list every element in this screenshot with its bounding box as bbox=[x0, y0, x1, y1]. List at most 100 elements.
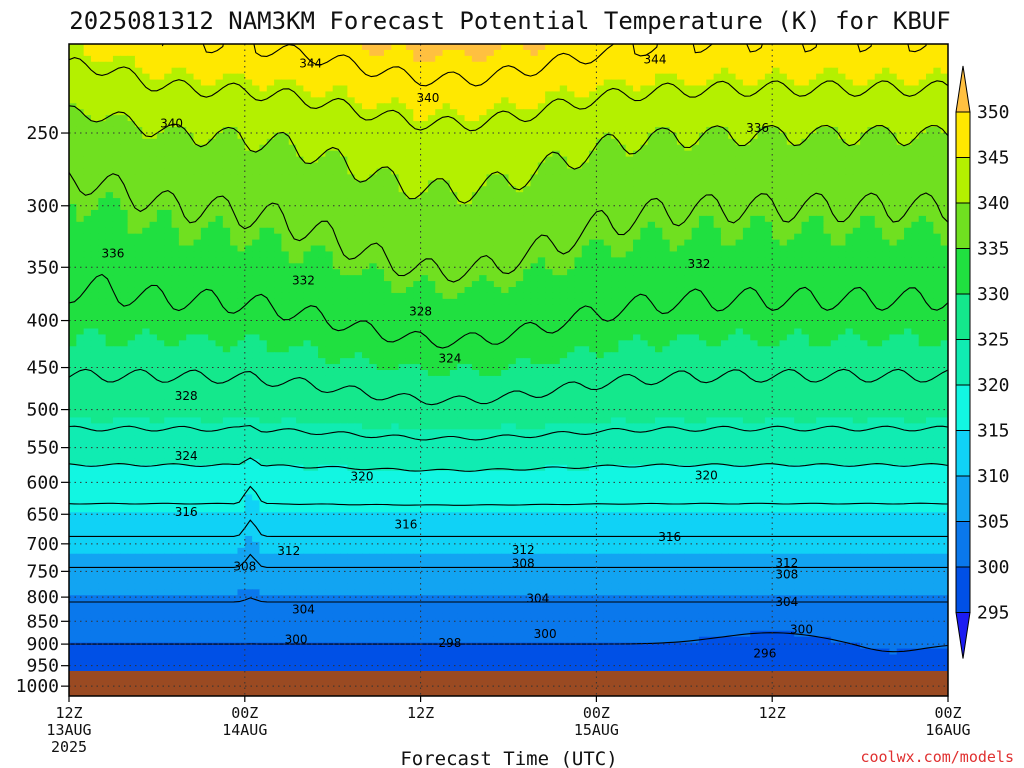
theta-cell bbox=[852, 73, 861, 81]
theta-cell bbox=[120, 103, 129, 110]
theta-cell bbox=[332, 227, 341, 235]
theta-cell bbox=[720, 275, 729, 282]
theta-cell bbox=[142, 251, 151, 258]
theta-cell bbox=[838, 55, 847, 63]
theta-cell bbox=[112, 174, 121, 181]
theta-cell bbox=[508, 103, 517, 110]
theta-cell bbox=[515, 269, 524, 276]
theta-cell bbox=[735, 73, 744, 81]
theta-cell bbox=[200, 233, 209, 241]
theta-cell bbox=[501, 281, 510, 288]
theta-cell bbox=[684, 85, 693, 93]
theta-cell bbox=[713, 239, 722, 247]
theta-cell bbox=[742, 162, 751, 170]
theta-cell bbox=[120, 61, 129, 69]
theta-cell bbox=[698, 150, 707, 158]
theta-cell bbox=[98, 239, 107, 247]
theta-cell bbox=[669, 67, 678, 75]
theta-cell bbox=[596, 168, 605, 175]
theta-cell bbox=[691, 186, 700, 193]
theta-cell bbox=[127, 281, 136, 288]
theta-cell bbox=[633, 275, 641, 282]
theta-cell bbox=[479, 126, 488, 134]
theta-cell bbox=[413, 192, 422, 199]
theta-cell bbox=[735, 61, 744, 69]
theta-cell bbox=[171, 168, 180, 175]
theta-cell bbox=[112, 85, 121, 93]
theta-cell bbox=[486, 156, 495, 164]
theta-cell bbox=[259, 269, 268, 276]
theta-cell bbox=[493, 91, 502, 98]
theta-cell bbox=[918, 144, 927, 152]
theta-cell bbox=[230, 263, 239, 270]
theta-cell bbox=[281, 49, 290, 57]
theta-cell bbox=[215, 168, 224, 175]
theta-cell bbox=[940, 198, 948, 205]
theta-cell bbox=[281, 174, 290, 181]
theta-cell bbox=[545, 180, 554, 187]
theta-cell bbox=[618, 263, 627, 270]
theta-cell bbox=[559, 73, 568, 81]
theta-cell bbox=[904, 275, 912, 282]
theta-cell bbox=[515, 121, 524, 128]
theta-cell bbox=[208, 209, 217, 217]
theta-cell bbox=[186, 97, 195, 104]
theta-cell bbox=[405, 263, 414, 270]
theta-cell bbox=[105, 73, 114, 81]
theta-cell bbox=[581, 233, 590, 241]
theta-cell bbox=[405, 227, 414, 235]
theta-cell bbox=[244, 251, 253, 258]
theta-cell bbox=[515, 198, 524, 205]
theta-cell bbox=[750, 44, 759, 51]
theta-cell bbox=[889, 198, 898, 205]
theta-cell bbox=[274, 168, 283, 175]
theta-cell bbox=[830, 204, 839, 211]
theta-cell bbox=[581, 269, 590, 276]
theta-cell bbox=[852, 275, 861, 282]
theta-cell bbox=[383, 132, 392, 140]
theta-cell bbox=[581, 281, 590, 288]
theta-cell bbox=[186, 162, 195, 170]
theta-cell bbox=[647, 49, 656, 57]
theta-cell bbox=[413, 198, 422, 205]
theta-cell bbox=[545, 97, 554, 104]
theta-cell bbox=[537, 204, 546, 211]
theta-cell bbox=[332, 198, 341, 205]
theta-cell bbox=[860, 275, 869, 282]
theta-cell bbox=[676, 263, 685, 270]
theta-cell bbox=[603, 192, 612, 199]
theta-cell bbox=[867, 245, 876, 253]
theta-cell bbox=[178, 150, 187, 158]
theta-cell bbox=[706, 162, 715, 170]
theta-cell bbox=[537, 44, 546, 51]
theta-cell bbox=[662, 245, 671, 253]
theta-cell bbox=[90, 168, 99, 175]
theta-cell bbox=[764, 156, 773, 164]
theta-cell bbox=[296, 67, 304, 75]
theta-cell bbox=[369, 215, 378, 223]
theta-cell bbox=[274, 44, 283, 51]
theta-cell bbox=[244, 156, 253, 164]
theta-cell bbox=[98, 144, 107, 152]
theta-cell bbox=[405, 85, 414, 93]
theta-cell bbox=[171, 132, 180, 140]
theta-cell bbox=[816, 97, 825, 104]
theta-cell bbox=[655, 174, 663, 181]
theta-cell bbox=[90, 144, 99, 152]
theta-cell bbox=[112, 215, 121, 223]
theta-cell bbox=[786, 269, 795, 276]
theta-cell bbox=[633, 233, 641, 241]
theta-cell bbox=[281, 251, 290, 258]
theta-cell bbox=[889, 44, 898, 51]
theta-cell bbox=[655, 132, 663, 140]
theta-cell bbox=[728, 251, 737, 258]
theta-cell bbox=[735, 275, 744, 282]
theta-cell bbox=[772, 49, 781, 57]
theta-cell bbox=[545, 204, 554, 211]
theta-cell bbox=[449, 245, 458, 253]
theta-cell bbox=[691, 233, 700, 241]
theta-cell bbox=[83, 61, 92, 69]
theta-cell bbox=[134, 67, 143, 75]
theta-cell bbox=[838, 245, 847, 253]
theta-cell bbox=[845, 97, 854, 104]
